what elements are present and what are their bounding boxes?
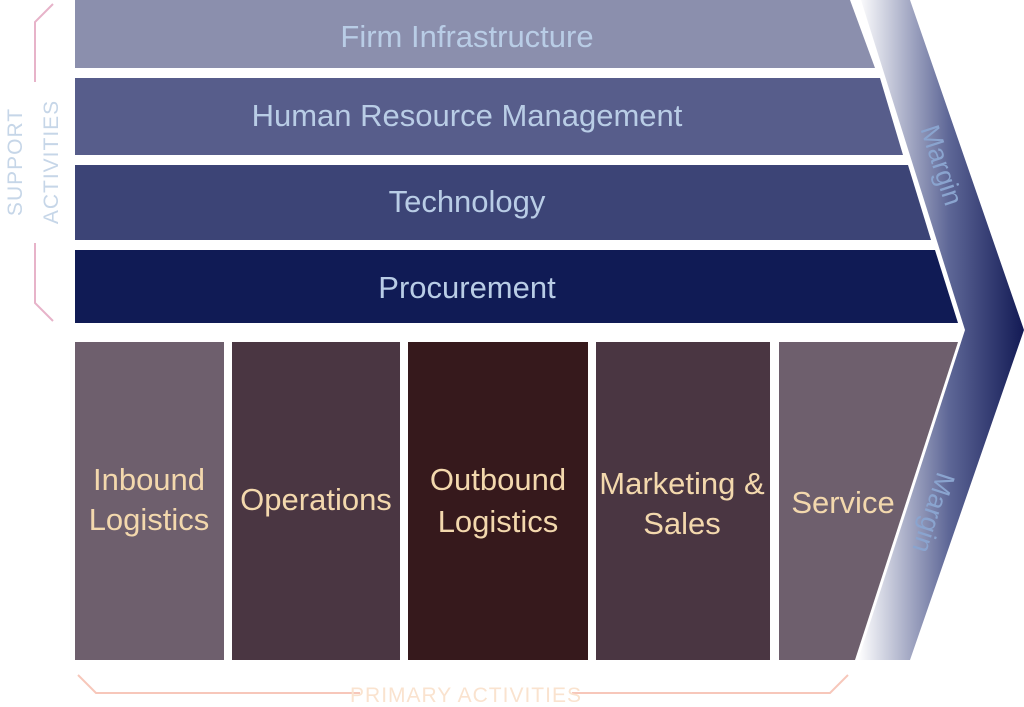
support-label-human-resource-management: Human Resource Management — [252, 98, 683, 133]
primary-label-marketing-line1: Marketing & — [599, 466, 765, 501]
primary-box-marketing-sales — [596, 342, 770, 660]
primary-bracket-right — [572, 674, 849, 694]
support-label-procurement: Procurement — [378, 270, 556, 305]
primary-label-operations: Operations — [240, 482, 392, 517]
support-label-firm-infrastructure: Firm Infrastructure — [340, 19, 593, 54]
primary-box-inbound-logistics — [75, 342, 224, 660]
primary-label-marketing-line2: Sales — [643, 506, 721, 541]
primary-label-service: Service — [791, 485, 894, 520]
primary-label-outbound-line2: Logistics — [438, 504, 559, 539]
support-label-technology: Technology — [389, 184, 546, 219]
support-activities-label-line1: SUPPORT — [4, 108, 27, 216]
primary-box-operations — [232, 342, 400, 660]
primary-box-service — [779, 342, 958, 660]
support-bar-firm-infrastructure — [75, 0, 875, 68]
primary-activities-label: PRIMARY ACTIVITIES — [350, 684, 582, 707]
support-bracket — [34, 3, 54, 82]
support-activities-label-line2: ACTIVITIES — [40, 100, 63, 224]
primary-label-inbound-line2: Logistics — [89, 502, 210, 537]
support-bracket-lower — [34, 243, 54, 322]
primary-label-outbound-line1: Outbound — [430, 462, 566, 497]
primary-bracket-left — [77, 674, 360, 694]
support-bar-technology — [75, 165, 931, 240]
support-bar-human-resource-management — [75, 78, 903, 155]
margin-arrow — [858, 0, 1024, 660]
primary-box-outbound-logistics — [408, 342, 588, 660]
primary-label-inbound-line1: Inbound — [93, 462, 205, 497]
support-bar-procurement — [75, 250, 958, 323]
